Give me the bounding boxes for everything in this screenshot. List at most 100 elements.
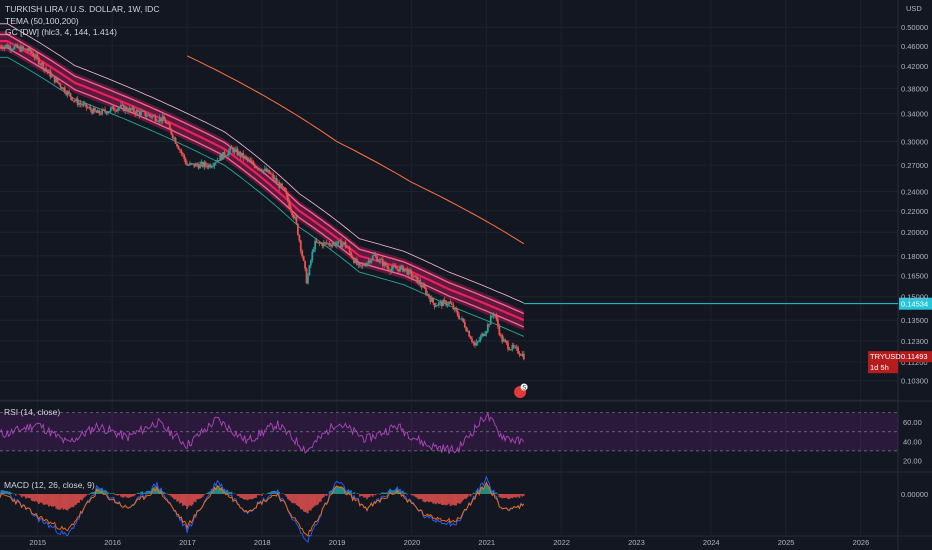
candle-body <box>517 347 519 354</box>
macd-bar <box>462 494 465 500</box>
candle-body <box>331 244 334 247</box>
candle-body <box>373 254 376 256</box>
macd-bar <box>518 494 521 499</box>
macd-bar <box>433 494 436 504</box>
macd-bar <box>19 494 21 496</box>
candle-body <box>409 269 412 272</box>
candle-body <box>127 110 129 112</box>
macd-bar <box>240 494 243 498</box>
candle-body <box>203 162 206 167</box>
candle-body <box>210 166 213 168</box>
candle-body <box>14 44 17 47</box>
candle-body <box>173 137 176 139</box>
candle-body <box>46 69 49 72</box>
gc-legend[interactable]: GC [DW] (hlc3, 4, 144, 1.414) <box>5 27 117 37</box>
macd-bar <box>331 489 334 494</box>
candle-body <box>118 107 121 109</box>
candle-body <box>436 305 439 307</box>
candle-body <box>190 163 193 165</box>
macd-bar <box>174 494 177 500</box>
macd-bar <box>42 494 44 505</box>
candle-body <box>383 262 386 266</box>
candle-body <box>345 246 348 248</box>
candle-body <box>180 150 183 153</box>
macd-bar <box>163 492 165 494</box>
rsi-legend[interactable]: RSI (14, close) <box>4 407 61 417</box>
macd-bar <box>488 486 491 494</box>
candle-body <box>16 44 19 48</box>
macd-legend[interactable]: MACD (12, 26, close, 9) <box>4 480 95 490</box>
candle-body <box>177 146 180 150</box>
macd-bar <box>393 490 396 494</box>
candle-body <box>508 348 511 350</box>
macd-bar <box>291 494 293 504</box>
candle-body <box>1 47 4 49</box>
macd-bar <box>322 494 325 498</box>
candle-body <box>164 119 167 124</box>
candle-body <box>402 265 404 272</box>
macd-bar <box>169 494 171 496</box>
macd-bar <box>253 494 256 498</box>
candle-body <box>266 169 269 172</box>
macd-bar <box>320 494 322 502</box>
candle-body <box>518 353 521 355</box>
macd-bar <box>269 492 272 494</box>
candle-body <box>55 78 58 83</box>
y-tick-label: 0.24000 <box>901 187 928 196</box>
y-tick-label: 0.50000 <box>901 23 928 32</box>
candle-body <box>33 56 36 58</box>
candle-body <box>440 301 443 307</box>
macd-bar <box>386 492 388 494</box>
y-tick-label: 0.46000 <box>901 42 928 51</box>
candle-body <box>62 87 65 90</box>
candle-body <box>311 251 314 261</box>
candle-body <box>415 275 417 277</box>
candle-body <box>227 150 230 156</box>
macd-bar <box>127 494 129 498</box>
candle-body <box>132 107 135 113</box>
candle-body <box>390 268 393 272</box>
candle-body <box>115 110 118 112</box>
macd-bar <box>337 486 339 494</box>
macd-bar <box>189 494 191 506</box>
currency-label: USD <box>906 4 922 13</box>
macd-bar <box>439 494 442 504</box>
candle-body <box>252 161 255 165</box>
macd-bar <box>262 493 265 494</box>
candle-body <box>471 338 473 342</box>
macd-bar <box>382 492 384 494</box>
candle-body <box>122 104 125 111</box>
macd-bar <box>55 494 57 509</box>
candle-body <box>137 110 140 112</box>
macd-bar <box>514 494 516 498</box>
macd-bar <box>45 494 47 505</box>
tema-legend[interactable]: TEMA (50,100,200) <box>5 16 79 26</box>
candle-body <box>245 156 247 158</box>
candle-body <box>429 297 432 302</box>
candle-body <box>268 169 271 174</box>
y-tick-label: 0.27000 <box>901 161 928 170</box>
macd-bar <box>469 494 472 497</box>
macd-bar <box>453 494 456 506</box>
macd-bar <box>452 494 455 505</box>
macd-bar <box>278 491 280 494</box>
candle-body <box>498 326 501 335</box>
tema-200-line <box>186 55 525 245</box>
macd-bar <box>76 494 79 503</box>
candle-body <box>95 110 98 113</box>
candle-body <box>102 109 105 111</box>
current-price-bg <box>899 351 932 363</box>
candle-body <box>235 148 237 150</box>
candle-body <box>75 98 78 102</box>
candle-body <box>430 297 433 302</box>
candle-body <box>379 259 381 262</box>
macd-bar <box>84 494 86 497</box>
macd-bar <box>481 486 483 494</box>
macd-bar <box>156 486 158 494</box>
symbol-legend[interactable]: TURKISH LIRA / U.S. DOLLAR, 1W, IDC <box>5 4 160 14</box>
candle-body <box>40 62 43 65</box>
candle-body <box>112 106 115 111</box>
candle-body <box>243 156 246 159</box>
macd-bar <box>192 494 194 505</box>
